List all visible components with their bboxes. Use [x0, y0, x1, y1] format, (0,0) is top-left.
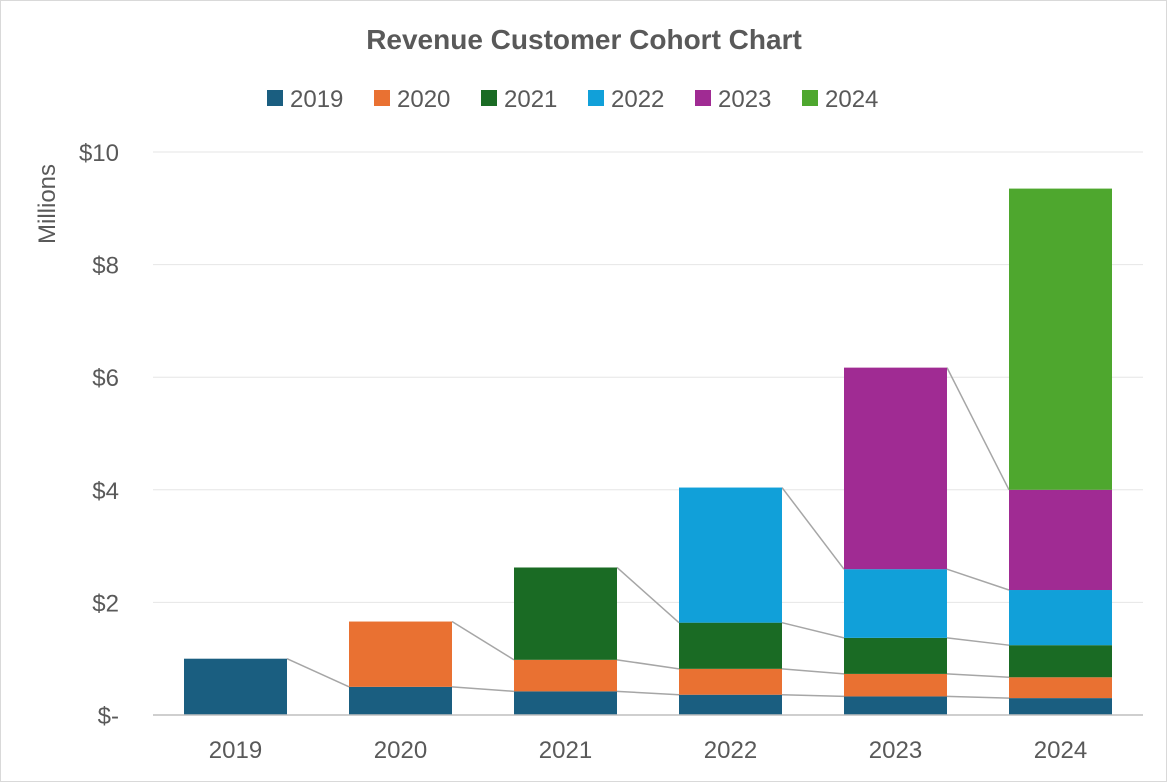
bar-segment [349, 686, 452, 715]
series-line [781, 668, 845, 675]
series-line [286, 658, 350, 688]
bar-segment [1009, 677, 1112, 699]
bar-segment [844, 569, 947, 638]
series-line [451, 620, 515, 661]
series-line [946, 568, 1010, 591]
bar-segment [844, 673, 947, 697]
bar-segment [184, 658, 287, 715]
series-line [781, 621, 845, 639]
y-axis-label: Millions [34, 164, 61, 244]
gridlines [153, 151, 1143, 603]
x-tick-label: 2023 [869, 737, 922, 764]
x-tick-label: 2022 [704, 737, 757, 764]
legend-label: 2021 [504, 86, 557, 113]
bar-segment [844, 637, 947, 674]
chart-title: Revenue Customer Cohort Chart [366, 24, 802, 55]
bar-segment [679, 487, 782, 623]
bar-segment [514, 659, 617, 692]
series-line [946, 695, 1010, 699]
bar-segment [1009, 590, 1112, 646]
bar-segment [844, 367, 947, 570]
legend-label: 2022 [611, 86, 664, 113]
x-tick-label: 2019 [209, 737, 262, 764]
legend-swatch [267, 90, 283, 106]
series-connector-lines [286, 367, 1010, 699]
series-line [781, 693, 845, 698]
series-line [946, 673, 1010, 679]
series-line [616, 659, 680, 670]
bar-segment [679, 668, 782, 695]
legend-label: 2019 [290, 86, 343, 113]
legend-swatch [802, 90, 818, 106]
bar-segment [1009, 645, 1112, 678]
legend: 2019 2020 2021 2022 2023 2024 [267, 86, 878, 113]
x-tick-label: 2021 [539, 737, 592, 764]
x-tick-label: 2024 [1034, 737, 1087, 764]
legend-swatch [374, 90, 390, 106]
y-tick-label: $8 [92, 253, 119, 280]
series-line [616, 566, 680, 624]
x-tick-label: 2020 [374, 737, 427, 764]
y-tick-label: $6 [92, 365, 119, 392]
series-line [451, 686, 515, 693]
y-tick-label: $4 [92, 478, 119, 505]
y-tick-label: $2 [92, 590, 119, 617]
legend-swatch [481, 90, 497, 106]
legend-label: 2023 [718, 86, 771, 113]
y-tick-label: $10 [79, 140, 119, 167]
bar-segment [1009, 698, 1112, 715]
bar-segment [1009, 188, 1112, 490]
legend-swatch [588, 90, 604, 106]
legend-label: 2020 [397, 86, 450, 113]
bar-segment [1009, 489, 1112, 591]
bar-segment [679, 622, 782, 669]
bar-segment [514, 691, 617, 715]
bar-segment [679, 694, 782, 715]
axes: $- $2 $4 $6 $8 $10 2019 2020 2021 2022 2023 2024 [79, 140, 1143, 764]
series-line [781, 487, 845, 570]
bar-segment [349, 621, 452, 687]
series-line [946, 637, 1010, 646]
bar-segment [844, 696, 947, 715]
legend-swatch [695, 90, 711, 106]
series-line [946, 367, 1010, 491]
y-tick-label: $- [98, 703, 119, 730]
bar-segment [514, 567, 617, 660]
legend-label: 2024 [825, 86, 878, 113]
bar-segments [184, 188, 1112, 715]
series-line [616, 690, 680, 696]
